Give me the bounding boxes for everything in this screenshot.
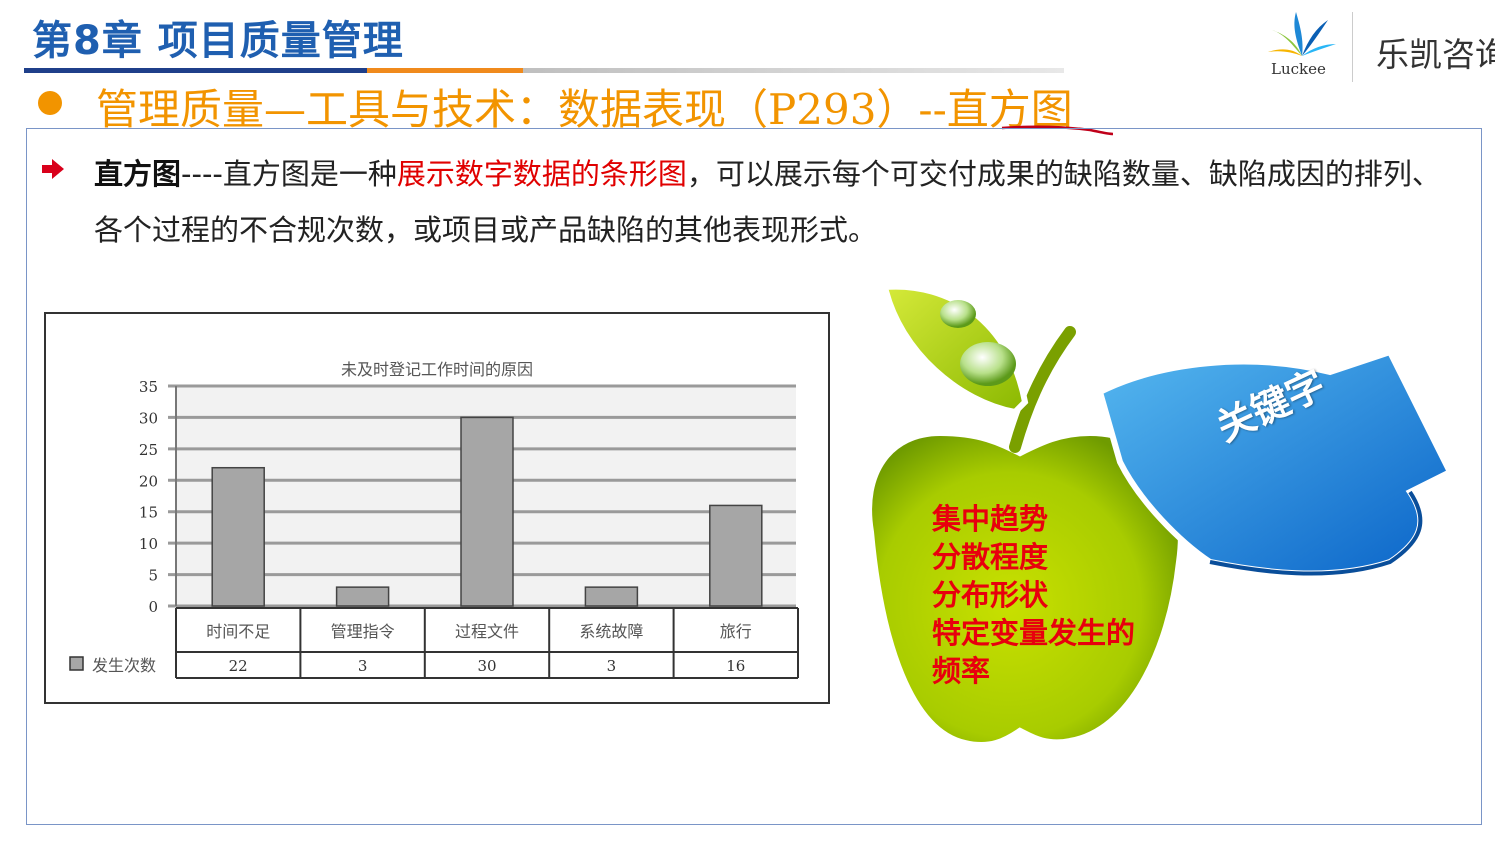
data-label: 16 [726,657,745,675]
x-category-label: 管理指令 [331,622,395,641]
x-category-label: 旅行 [720,622,752,641]
y-tick-label: 30 [139,409,158,427]
keyword-item: 特定变量发生的 [932,616,1136,650]
x-category-label: 过程文件 [455,622,519,641]
chart-title: 未及时登记工作时间的原因 [340,360,533,379]
bar [460,416,514,607]
legend-label: 发生次数 [92,656,156,675]
y-tick-label: 15 [139,504,158,522]
logo-divider [1352,12,1353,82]
brand-name: 乐凯咨询 [1376,35,1495,74]
definition-highlight: 展示数字数据的条形图 [396,157,687,191]
histogram-chart: 未及时登记工作时间的原因 0 5 10 15 20 25 30 35 时间不足 22 管理指令 3 过程… [44,312,830,704]
data-label: 3 [358,657,368,675]
y-tick-label: 5 [148,567,158,585]
apple-illustration-icon [864,283,1455,751]
keyword-item: 集中趋势 [932,502,1049,536]
definition-lead: 直方图是一种 [222,157,397,191]
y-tick-label: 10 [139,535,158,553]
chapter-title: 第8章 项目质量管理 [32,18,404,64]
legend-swatch [69,656,84,671]
logo-wordmark: Luckee [1271,60,1326,78]
keyword-item: 分布形状 [932,578,1049,612]
luckee-logo-icon [1268,12,1336,56]
y-tick-label: 20 [139,472,158,490]
y-tick-label: 0 [148,598,158,616]
bar [335,586,390,607]
title-rule [24,68,1064,73]
term-histogram: 直方图 [94,157,182,191]
y-tick-label: 35 [139,378,158,396]
definition-rest: ，可以展示每个可交付成果的缺陷数量、缺陷成因的排列、各个过程的不合规次数，或项目… [94,157,1441,247]
bar [211,466,265,607]
bar [584,586,639,607]
y-tick-label: 25 [139,441,158,459]
data-label: 22 [229,657,248,675]
red-arrow-bullet-icon [42,159,64,179]
section-subtitle: 管理质量—工具与技术：数据表现（P293）--直方图 [96,85,1073,134]
x-category-label: 时间不足 [206,622,270,641]
keyword-item: 分散程度 [932,540,1049,574]
keyword-item: 频率 [932,654,991,688]
content-frame [26,128,1482,825]
definition-paragraph: 直方图----直方图是一种展示数字数据的条形图，可以展示每个可交付成果的缺陷数量… [94,146,1464,258]
data-label: 3 [607,657,617,675]
data-label: 30 [477,657,496,675]
term-dashes: ---- [181,157,223,191]
bar [709,504,763,607]
red-underline-annotation [1001,125,1114,136]
keyword-list: 集中趋势 分散程度 分布形状 特定变量发生的 频率 [932,500,1135,690]
x-category-label: 系统故障 [579,622,643,641]
orange-dot-icon [38,91,62,115]
chart-svg: 0 5 10 15 20 25 30 35 时间不足 22 管理指令 3 过程文件 30 系统故障 3 旅行 16… [69,378,799,679]
